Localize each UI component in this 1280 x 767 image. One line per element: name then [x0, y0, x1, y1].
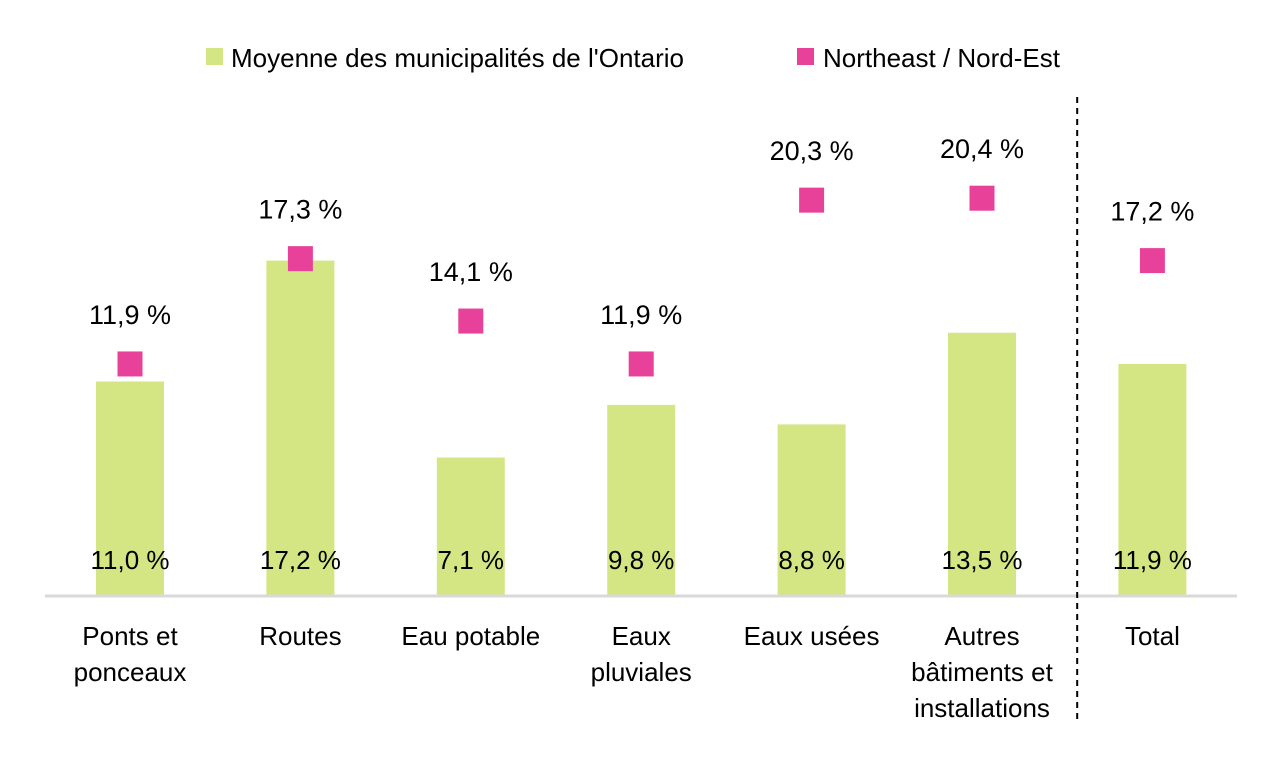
marker: [969, 185, 995, 211]
marker: [117, 351, 143, 377]
bar: [777, 424, 846, 596]
marker: [628, 351, 654, 377]
marker-data-label: 11,9 %: [600, 300, 682, 330]
marker-data-label: 17,2 %: [1110, 197, 1194, 227]
legend-label-markers: Northeast / Nord-Est: [823, 43, 1061, 73]
bar-data-label: 17,2 %: [260, 545, 341, 575]
marker: [287, 246, 313, 272]
category-label: Eaux usées: [744, 621, 880, 651]
bar: [436, 457, 505, 596]
bar: [948, 332, 1016, 596]
marker: [799, 187, 825, 213]
legend-swatch-bars: [206, 48, 223, 65]
legend: Moyenne des municipalités de l'Ontario No…: [206, 43, 1061, 73]
category-label: Eaux pluviales: [591, 621, 692, 687]
bar-data-labels: 11,0 % 17,2 % 7,1 % 9,8 % 8,8 % 13,5 % 11,9 %: [90, 545, 1191, 575]
category-labels: Ponts et ponceaux Routes Eau potable Eaux plu…: [74, 621, 1180, 723]
legend-label-bars: Moyenne des municipalités de l'Ontario: [231, 43, 684, 73]
bar: [96, 381, 164, 596]
bar-data-label: 8,8 %: [778, 545, 845, 575]
category-label: Total: [1125, 621, 1180, 651]
marker-data-label: 11,9 %: [89, 300, 171, 330]
category-label: Eau potable: [401, 621, 540, 651]
legend-swatch-markers: [797, 48, 814, 65]
bar-data-label: 11,0 %: [90, 545, 169, 575]
marker: [458, 308, 484, 334]
marker-data-label: 14,1 %: [429, 257, 513, 287]
marker-data-label: 17,3 %: [258, 195, 342, 225]
bar-data-label: 11,9 %: [1113, 545, 1192, 575]
bar-series: [96, 260, 1187, 596]
bar-data-label: 7,1 %: [438, 545, 505, 575]
bar-data-label: 9,8 %: [608, 545, 675, 575]
marker-series: [117, 185, 1165, 377]
bar: [266, 260, 335, 596]
bar-data-label: 13,5 %: [942, 545, 1023, 575]
marker-data-labels: 11,9 % 17,3 % 14,1 % 11,9 % 20,3 % 20,4 % 17,2…: [89, 134, 1194, 330]
category-label: Ponts et ponceaux: [74, 621, 187, 687]
bar: [1118, 363, 1187, 596]
marker: [1139, 248, 1165, 274]
category-label: Autres bâtiments et installations: [911, 621, 1053, 723]
bar: [607, 404, 676, 596]
marker-data-label: 20,4 %: [940, 134, 1024, 164]
category-label: Routes: [259, 621, 341, 651]
marker-data-label: 20,3 %: [770, 136, 854, 166]
